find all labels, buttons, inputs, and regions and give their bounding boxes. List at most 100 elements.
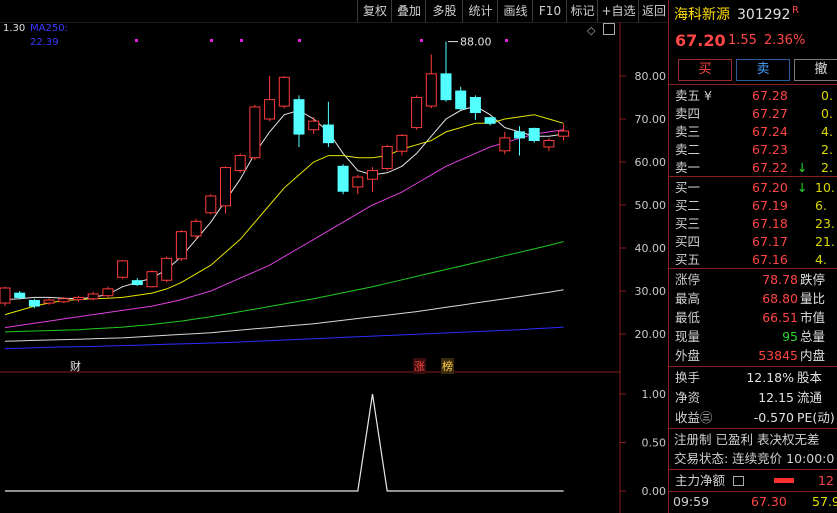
stat-row[interactable]: 现量 95 总量 [669, 327, 837, 346]
marker-zhang[interactable]: 涨 [413, 358, 426, 374]
toolbar-item-3[interactable]: 统计 [462, 0, 498, 22]
y-tick-label: 20.00 [635, 328, 667, 341]
down-arrow-icon: ↓ [797, 180, 808, 195]
ma-line-1 [4, 114, 564, 316]
candle-16 [234, 153, 246, 173]
stat2-right-label: PE(动) [797, 410, 835, 425]
marker-cai[interactable]: 财 [70, 360, 81, 373]
stat-label: 最低 [675, 310, 701, 325]
candle-2 [28, 298, 40, 309]
stat2-label: 收益㊂ [675, 410, 713, 425]
bid-price: 67.19 [752, 198, 788, 213]
sell-button[interactable]: 卖 [736, 59, 790, 81]
ma-line-4 [4, 289, 564, 342]
down-arrow-icon: ↓ [797, 160, 808, 175]
signal-dot [135, 39, 138, 42]
candle-1 [14, 291, 26, 300]
candle-26 [381, 144, 393, 171]
candle-23 [337, 164, 349, 195]
stat-right-label: 内盘 [800, 348, 826, 363]
candle-13 [190, 218, 202, 240]
ask-row[interactable]: 卖二 67.23 2. [669, 140, 837, 159]
candle-11 [161, 256, 173, 283]
toolbar-item-5[interactable]: F10 [532, 0, 567, 22]
y-tick-label: 60.00 [635, 156, 667, 169]
stat-right-label: 跌停 [800, 272, 826, 287]
bid-price: 67.16 [752, 252, 788, 267]
candle-21 [308, 116, 320, 135]
toolbar-item-1[interactable]: 叠加 [391, 0, 426, 22]
ask-row[interactable]: 卖三 67.24 4. [669, 122, 837, 141]
ask-row[interactable]: 卖五 ¥ 67.28 0. [669, 86, 837, 105]
diamond-icon[interactable]: ◇ [587, 24, 596, 37]
stat-value: 66.51 [762, 310, 798, 325]
price-change-pct: 2.36% [764, 33, 806, 48]
ma-line-0 [4, 105, 564, 301]
candle-0 [0, 286, 11, 307]
legend-left-value: 1.30 [3, 23, 26, 34]
bid-row[interactable]: 买五 67.16 4. [669, 250, 837, 269]
marker-bang[interactable]: 榜 [441, 358, 454, 374]
ask-price: 67.22 [752, 160, 788, 175]
toolbar-item-8[interactable]: 返回 [638, 0, 669, 22]
stat-right-label: 总量 [800, 329, 826, 344]
bid-row[interactable]: 买四 67.17 21. [669, 232, 837, 251]
bid-row[interactable]: 买三 67.18 23. [669, 214, 837, 233]
signal-dot [210, 39, 213, 42]
bid-row[interactable]: 买二 67.19 6. [669, 196, 837, 215]
price-line: 67.20 1.55 2.36% [669, 30, 837, 52]
candle-25 [367, 167, 378, 193]
ask-label: 卖一 [675, 160, 701, 175]
stat-label: 最高 [675, 291, 701, 306]
main-flow-bar [774, 478, 794, 483]
stat-row[interactable]: 外盘 53845 内盘 [669, 346, 837, 365]
buy-button[interactable]: 买 [678, 59, 732, 81]
current-price: 67.20 [675, 31, 726, 50]
bid-price: 67.20 [752, 180, 788, 195]
signal-dot [240, 39, 243, 42]
toolbar-item-6[interactable]: 标记 [566, 0, 598, 22]
stock-flag: R [792, 5, 799, 16]
stat2-row[interactable]: 换手 12.18% 股本 [669, 368, 837, 387]
candle-19 [278, 76, 290, 109]
bid-volume: 10. [815, 180, 835, 195]
bid-volume: 21. [815, 234, 835, 249]
signal-dot [505, 39, 508, 42]
peak-label: 88.00 [460, 36, 492, 49]
ask-volume: 0. [821, 88, 833, 103]
y-tick-label: 40.00 [635, 242, 667, 255]
stat-value: 78.78 [762, 272, 798, 287]
main-flow-row[interactable]: 主力净额 12 [669, 471, 837, 490]
ask-label: 卖三 [675, 124, 701, 139]
stat2-row[interactable]: 收益㊂ -0.570 PE(动) [669, 408, 837, 427]
stat-row[interactable]: 最低 66.51 市值 [669, 308, 837, 327]
y-tick-label: 70.00 [635, 113, 667, 126]
main-flow-value: 12 [818, 473, 834, 488]
bid-label: 买四 [675, 234, 701, 249]
stat-row[interactable]: 涨停 78.78 跌停 [669, 270, 837, 289]
trade-status: 交易状态: 连续竞价 10:00:0 [674, 451, 835, 466]
bid-row[interactable]: 买一 67.20 ↓ 10. [669, 178, 837, 197]
stock-name: 海科新源 [674, 7, 730, 23]
stat-row[interactable]: 最高 68.80 量比 [669, 289, 837, 308]
cancel-button[interactable]: 撤 [794, 59, 837, 81]
stat2-row[interactable]: 净资 12.15 流通 [669, 388, 837, 407]
toolbar-item-2[interactable]: 多股 [425, 0, 463, 22]
toolbar-item-4[interactable]: 画线 [497, 0, 533, 22]
kline-chart[interactable]: 80.00 70.00 60.00 50.00 40.00 30.00 20.00 88.0… [0, 22, 668, 513]
ask-price: 67.28 [752, 88, 788, 103]
candle-27 [396, 134, 408, 156]
stat-label: 外盘 [675, 348, 701, 363]
toolbar-item-7[interactable]: +自选 [597, 0, 639, 22]
toolbar-item-0[interactable]: 复权 [357, 0, 392, 22]
ask-row[interactable]: 卖四 67.27 0. [669, 104, 837, 123]
tick-time: 09:59 [673, 494, 710, 509]
stock-header: 海科新源 301292 R [669, 4, 837, 26]
stat2-right-label: 流通 [797, 390, 823, 405]
candle-37 [543, 138, 555, 152]
ask-row[interactable]: 卖一 67.22 ↓ 2. [669, 158, 837, 177]
main-flow-label: 主力净额 [675, 473, 726, 488]
candle-33 [484, 116, 496, 126]
y-tick-label: 50.00 [635, 199, 667, 212]
expand-icon[interactable] [603, 23, 615, 35]
